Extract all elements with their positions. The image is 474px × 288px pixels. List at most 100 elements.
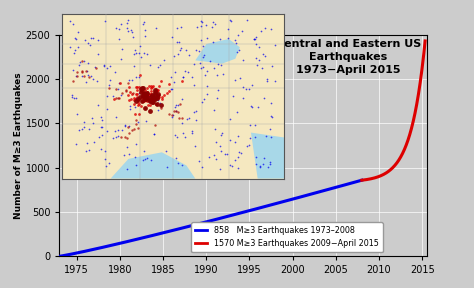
Point: [132, 98, 140, 103]
Point: [101, 157, 109, 161]
Point: [100, 63, 108, 68]
Point: [162, 148, 170, 153]
Point: [146, 98, 154, 103]
Point: [131, 102, 138, 107]
Point: [142, 27, 149, 32]
Point: [131, 97, 139, 101]
Point: [176, 102, 183, 106]
Point: [134, 100, 142, 104]
Point: [198, 99, 206, 104]
Point: [267, 113, 274, 118]
Point: [132, 155, 139, 160]
Point: [203, 35, 210, 40]
Point: [93, 79, 101, 83]
Point: [90, 140, 98, 145]
Point: [255, 58, 263, 62]
Point: [174, 110, 182, 114]
Point: [146, 108, 154, 113]
Point: [174, 52, 182, 57]
Point: [250, 37, 258, 41]
Point: [208, 24, 215, 29]
Point: [98, 133, 106, 137]
Point: [197, 19, 205, 24]
Point: [106, 64, 114, 69]
Point: [155, 96, 162, 101]
Point: [226, 138, 233, 142]
Point: [149, 84, 157, 89]
Point: [104, 106, 111, 111]
Point: [131, 98, 138, 102]
Point: [92, 66, 100, 71]
Point: [114, 128, 122, 132]
Point: [248, 105, 256, 109]
Point: [111, 129, 119, 133]
Point: [143, 90, 151, 95]
Point: [251, 135, 259, 140]
Point: [134, 126, 142, 130]
Point: [97, 114, 105, 119]
Point: [147, 93, 155, 97]
Point: [124, 124, 131, 129]
Point: [198, 19, 205, 24]
Point: [146, 92, 154, 96]
Point: [155, 93, 163, 98]
Point: [125, 130, 133, 135]
Point: [203, 84, 210, 88]
Point: [97, 124, 105, 129]
Point: [264, 164, 272, 169]
Point: [202, 23, 210, 27]
Point: [147, 158, 155, 162]
Point: [181, 69, 188, 73]
Point: [78, 68, 86, 73]
Point: [191, 144, 199, 148]
Point: [173, 135, 181, 139]
Point: [262, 133, 270, 138]
Point: [82, 149, 90, 153]
Point: [118, 46, 126, 51]
Polygon shape: [110, 152, 195, 179]
Point: [82, 69, 90, 73]
Point: [151, 88, 158, 93]
Point: [140, 149, 147, 154]
Point: [146, 92, 153, 97]
Point: [192, 47, 200, 52]
Point: [140, 90, 148, 95]
Point: [165, 88, 173, 93]
Point: [262, 54, 269, 58]
Point: [267, 134, 275, 139]
Point: [109, 136, 117, 140]
Point: [226, 17, 234, 22]
Point: [112, 135, 119, 139]
Point: [115, 80, 123, 85]
Point: [146, 63, 154, 67]
Point: [128, 92, 136, 96]
Point: [181, 135, 189, 139]
Point: [105, 161, 113, 166]
Point: [153, 94, 161, 98]
Point: [157, 106, 164, 111]
Point: [118, 128, 126, 132]
Point: [191, 82, 198, 87]
Point: [164, 91, 171, 95]
Point: [234, 49, 241, 54]
Point: [84, 73, 91, 77]
Point: [124, 136, 131, 141]
Point: [157, 79, 164, 83]
Point: [197, 38, 205, 42]
Point: [149, 94, 157, 99]
Point: [261, 156, 268, 160]
Point: [154, 88, 161, 92]
Point: [170, 80, 177, 85]
Point: [121, 135, 128, 139]
Point: [128, 28, 135, 33]
Point: [117, 57, 124, 61]
Point: [238, 29, 246, 33]
Point: [152, 26, 160, 30]
Point: [83, 69, 91, 74]
Point: [252, 42, 260, 46]
Point: [233, 41, 240, 45]
Point: [145, 100, 153, 105]
Point: [78, 127, 86, 132]
Point: [168, 115, 175, 120]
Point: [168, 113, 176, 117]
